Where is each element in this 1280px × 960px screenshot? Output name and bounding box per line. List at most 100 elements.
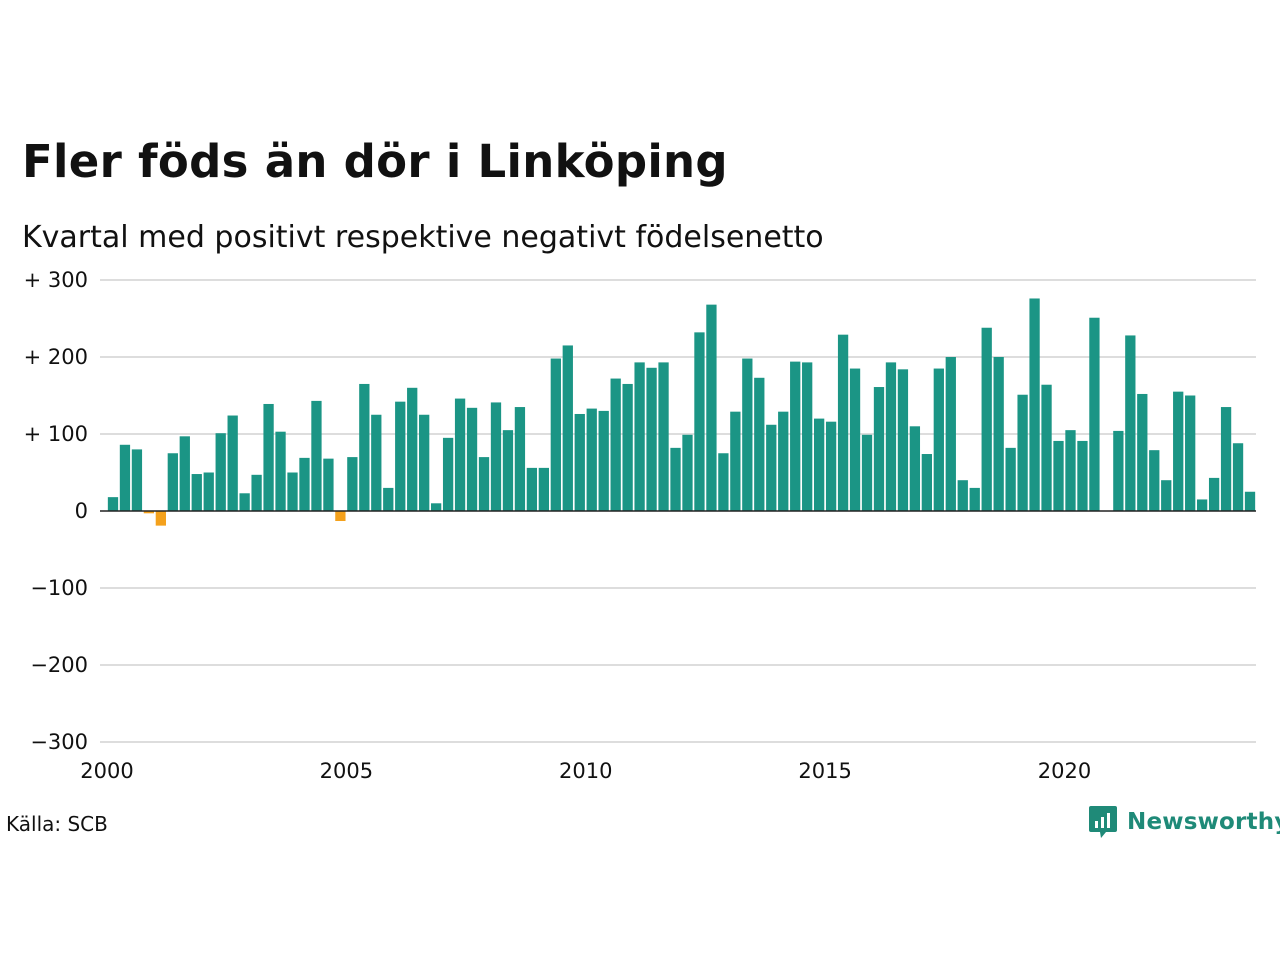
- bar: [610, 378, 621, 511]
- bar: [1196, 499, 1208, 511]
- bar: [1125, 335, 1136, 511]
- bar-series: [107, 298, 1256, 526]
- bar: [849, 368, 861, 511]
- bar: [550, 358, 561, 511]
- bar: [1173, 391, 1184, 511]
- bar: [107, 497, 119, 511]
- bar: [131, 449, 143, 511]
- bar: [885, 362, 897, 511]
- bar: [263, 403, 274, 511]
- bar: [299, 457, 310, 511]
- bar-chart: + 300 + 200 + 100 0 −100 −200 −300 2000 2005 2010…: [24, 268, 1256, 783]
- bar: [861, 434, 873, 511]
- chart-subtitle: Kvartal med positivt respektive negativt…: [22, 220, 824, 255]
- bar: [1185, 395, 1196, 511]
- bar: [215, 433, 226, 511]
- bar: [766, 424, 777, 511]
- bar: [514, 407, 526, 511]
- x-tick-label: 2020: [1038, 759, 1091, 783]
- x-tick-label: 2005: [320, 759, 373, 783]
- chart-title: Fler föds än dör i Linköping: [22, 135, 728, 188]
- bar: [1053, 440, 1064, 511]
- bar: [837, 334, 849, 511]
- bar: [562, 345, 573, 511]
- bar: [730, 411, 741, 511]
- x-tick-label: 2000: [80, 759, 133, 783]
- y-tick-label: 0: [75, 499, 88, 523]
- bar: [921, 454, 932, 511]
- bar: [754, 377, 765, 511]
- bar: [981, 327, 992, 511]
- bar: [1029, 298, 1040, 511]
- bar: [909, 426, 921, 511]
- bar: [742, 358, 753, 511]
- bar: [682, 434, 693, 511]
- bar: [335, 511, 346, 522]
- y-tick-label: −200: [30, 653, 88, 677]
- bar: [1220, 407, 1232, 511]
- bar: [419, 414, 430, 511]
- bar: [658, 362, 669, 511]
- bar: [1005, 447, 1016, 511]
- bar: [1137, 393, 1148, 511]
- bar: [311, 400, 322, 511]
- bar: [383, 487, 394, 511]
- bar: [251, 474, 262, 511]
- bar: [155, 511, 166, 526]
- bar: [873, 387, 885, 511]
- brand-logo: Newsworthy: [1088, 802, 1280, 842]
- bar: [191, 474, 202, 511]
- bar: [897, 369, 909, 511]
- x-tick-label: 2010: [559, 759, 612, 783]
- x-tick-label: 2015: [798, 759, 851, 783]
- bar: [1113, 430, 1124, 511]
- bar: [466, 407, 478, 511]
- bar: [275, 431, 286, 511]
- bar: [1208, 477, 1220, 511]
- bar: [203, 472, 214, 511]
- bar: [143, 511, 155, 514]
- newsworthy-logo-icon: [1089, 806, 1117, 838]
- bar: [395, 401, 406, 511]
- bar: [718, 453, 729, 511]
- bar: [359, 383, 370, 511]
- bar: [1161, 480, 1172, 511]
- bar: [646, 367, 657, 511]
- bar: [778, 411, 789, 511]
- bar: [371, 414, 382, 511]
- y-tick-label: + 100: [24, 422, 88, 446]
- bar: [622, 383, 633, 511]
- grid-lines: [100, 279, 1256, 743]
- bar: [442, 437, 454, 511]
- bar: [287, 472, 298, 511]
- bar: [119, 444, 131, 511]
- bar: [790, 361, 801, 511]
- bar: [825, 421, 837, 511]
- bar: [430, 503, 442, 511]
- bar: [933, 368, 944, 511]
- bar: [478, 457, 490, 511]
- bar: [1041, 384, 1052, 511]
- brand-name: Newsworthy: [1127, 809, 1280, 835]
- bar: [993, 357, 1004, 511]
- y-tick-label: −100: [30, 576, 88, 600]
- source-note: Källa: SCB: [6, 812, 108, 836]
- bar: [802, 362, 813, 511]
- bar: [1017, 394, 1028, 511]
- bar: [227, 415, 238, 511]
- bar: [634, 362, 645, 511]
- bar: [945, 357, 956, 511]
- bar: [706, 304, 717, 511]
- y-tick-label: + 300: [24, 268, 88, 292]
- bar: [323, 458, 334, 511]
- bar: [347, 457, 358, 511]
- bar: [1232, 443, 1244, 511]
- bar: [1089, 317, 1100, 511]
- bar: [957, 480, 968, 511]
- bar: [598, 410, 609, 511]
- bar: [574, 413, 585, 511]
- bar: [526, 467, 538, 511]
- bar: [538, 467, 549, 511]
- axes: + 300 + 200 + 100 0 −100 −200 −300 2000 2005 2010…: [24, 268, 1256, 783]
- y-tick-label: + 200: [24, 345, 88, 369]
